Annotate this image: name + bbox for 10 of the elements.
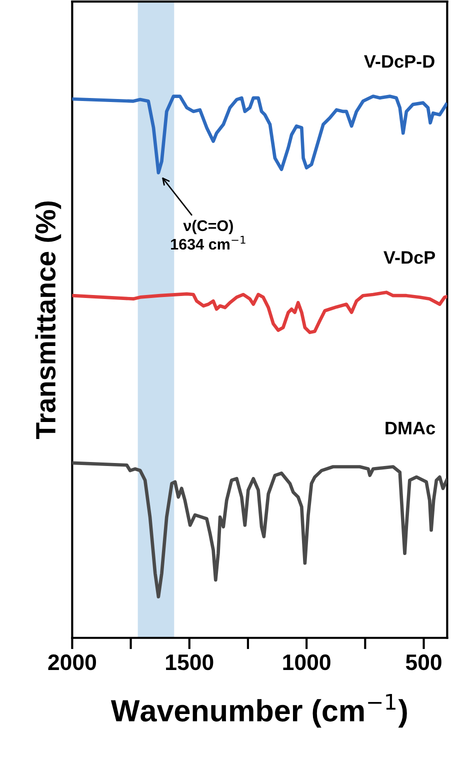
x-tick-label: 2000: [48, 654, 96, 670]
x-tick-label: 1000: [283, 654, 330, 670]
series-label: V-DcP-D: [364, 55, 434, 68]
annotation: ν(C=O) 1634 cm$^{−1}$: [171, 220, 246, 250]
x-axis-title: Wavenumber (cm$^{−1}$): [110, 694, 407, 728]
x-tick-label: 500: [406, 654, 442, 670]
series-label: V-DcP: [384, 251, 435, 264]
x-tick-label: 1500: [166, 654, 214, 670]
y-axis-title: Transmittance (%): [35, 201, 62, 440]
series-label: DMAc: [386, 422, 436, 434]
